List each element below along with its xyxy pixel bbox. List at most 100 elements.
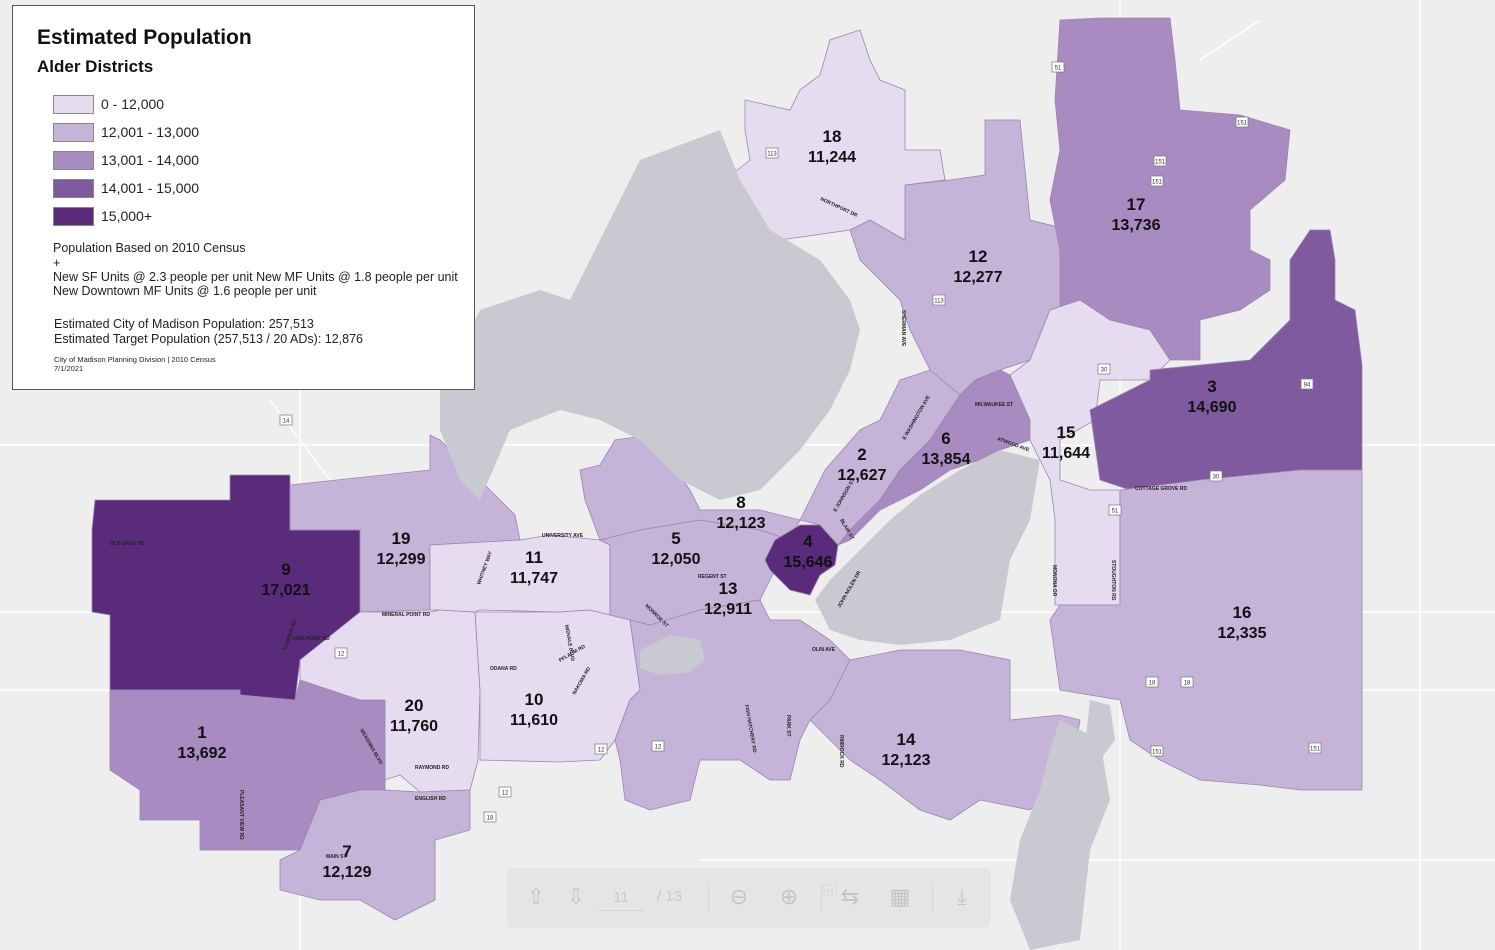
district-population-label: 13,692 (178, 745, 227, 762)
district-number-label: 4 (803, 532, 813, 551)
district-population-label: 13,854 (922, 451, 971, 468)
district-number-label: 12 (969, 247, 988, 266)
district-population-label: 11,747 (510, 570, 558, 587)
legend-note: New Downtown MF Units @ 1.6 people per u… (53, 284, 317, 298)
highway-shield-icon (334, 647, 348, 659)
district-population-label: 14,690 (1188, 399, 1237, 416)
highway-shield-icon (1097, 363, 1111, 375)
district-population-label: 12,050 (652, 551, 701, 568)
district-9 (91, 474, 361, 701)
highway-shield-icon (1051, 61, 1065, 73)
road-label: MILWAUKEE ST (975, 402, 1013, 408)
district-number-label: 20 (405, 696, 424, 715)
legend-item-label: 14,001 - 15,000 (101, 180, 200, 196)
zoom-out-icon[interactable]: ⊖ (729, 884, 749, 909)
legend-note: New SF Units @ 2.3 people per unit New M… (53, 270, 458, 284)
district-number-label: 9 (281, 560, 290, 579)
legend-note: Population Based on 2010 Census (53, 241, 246, 255)
road-label: RAYMOND RD (415, 765, 449, 771)
arrow-up-icon[interactable]: ⇧ (526, 884, 546, 909)
lake-wingra (640, 635, 705, 675)
road-label: OLIN AVE (812, 647, 836, 653)
page-number-input[interactable] (599, 884, 643, 911)
highway-shield-icon (651, 740, 665, 752)
highway-shield-icon (1153, 155, 1167, 167)
legend-estimate: Estimated Target Population (257,513 / 2… (54, 332, 363, 346)
district-number-label: 16 (1233, 603, 1252, 622)
toolbar-divider (821, 884, 822, 912)
legend-note: + (53, 256, 61, 270)
highway-shield-icon (1150, 745, 1164, 757)
highway-number: 14 (283, 419, 290, 425)
road-label: ENGLISH RD (415, 796, 446, 802)
road-label: UNIVERSITY AVE (542, 533, 584, 539)
arrow-down-icon[interactable]: ⇩ (566, 884, 586, 909)
highway-number: 12 (502, 791, 509, 797)
highway-shield-icon (1209, 470, 1223, 482)
highway-shield-icon (594, 743, 608, 755)
highway-shield-icon (765, 147, 779, 159)
highway-number: 151 (1310, 747, 1321, 753)
district-number-label: 19 (392, 529, 411, 548)
road-label: STOUGHTON RD (1110, 560, 1116, 601)
legend-item-label: 12,001 - 13,000 (101, 124, 200, 140)
zoom-in-icon[interactable]: ⊕ (779, 884, 799, 909)
district-16 (1049, 469, 1363, 791)
legend-swatch (53, 151, 94, 170)
highway-number: 151 (1237, 121, 1248, 127)
highway-number: 94 (1304, 383, 1311, 389)
district-population-label: 11,760 (390, 718, 438, 735)
district-population-label: 12,911 (704, 601, 752, 618)
legend-item-label: 13,001 - 14,000 (101, 152, 200, 168)
fit-page-icon[interactable]: ▦ (889, 884, 911, 909)
road-label: COTTAGE GROVE RD (1135, 486, 1188, 492)
district-4 (764, 524, 839, 596)
legend-credit: City of Madison Planning Division | 2010… (54, 355, 216, 364)
district-number-label: 10 (525, 690, 544, 709)
road-label: SHERMAN AVE (900, 310, 906, 347)
district-13 (614, 599, 851, 811)
district-population-label: 15,646 (784, 554, 833, 571)
district-population-label: 11,244 (808, 149, 856, 166)
toolbar-divider (932, 884, 933, 912)
district-population-label: 12,129 (323, 864, 372, 881)
road-label: OLD SAUK RD (110, 541, 145, 547)
highway-shield-icon (932, 294, 946, 306)
highway-number: 151 (1152, 750, 1163, 756)
download-icon[interactable]: ⤓ (957, 884, 967, 909)
pdf-toolbar: ⇧ ⇩ / 13 ⊖ ⊕ ⇆ ▦ ⤓ (507, 868, 991, 928)
district-15 (1009, 299, 1171, 606)
highway-number: 151 (1155, 160, 1166, 166)
district-17 (1049, 17, 1291, 361)
highway-number: 30 (1213, 475, 1220, 481)
district-7 (279, 789, 471, 921)
highway-shields: 1131131511511513094305114121212181815114… (279, 61, 1322, 896)
highway-number: 30 (1101, 368, 1108, 374)
highway-shield-icon (1150, 175, 1164, 187)
highway-number: 12 (338, 652, 345, 658)
district-number-label: 2 (857, 445, 866, 464)
lake-mendota (440, 130, 860, 500)
district-number-label: 7 (342, 842, 351, 861)
highway-number: 12 (655, 745, 662, 751)
legend-swatch (53, 123, 94, 142)
highway-number: 51 (1055, 66, 1062, 72)
district-population-label: 12,123 (717, 515, 766, 532)
highway-number: 12 (598, 748, 605, 754)
district-population-label: 12,123 (882, 752, 931, 769)
legend-swatch (53, 207, 94, 226)
highway-shield-icon (1300, 378, 1314, 390)
legend-swatch (53, 95, 94, 114)
legend-item-label: 0 - 12,000 (101, 96, 165, 112)
district-number-label: 6 (941, 429, 950, 448)
highway-shield-icon (1235, 116, 1249, 128)
district-number-label: 13 (719, 579, 738, 598)
page-total: / 13 (657, 888, 683, 905)
highway-shield-icon (279, 414, 293, 426)
lake-waubesa (1010, 720, 1110, 950)
district-number-label: 3 (1207, 377, 1216, 396)
district-population-label: 11,610 (510, 712, 558, 729)
rotate-icon[interactable]: ⇆ (840, 884, 860, 909)
district-number-label: 8 (736, 493, 745, 512)
